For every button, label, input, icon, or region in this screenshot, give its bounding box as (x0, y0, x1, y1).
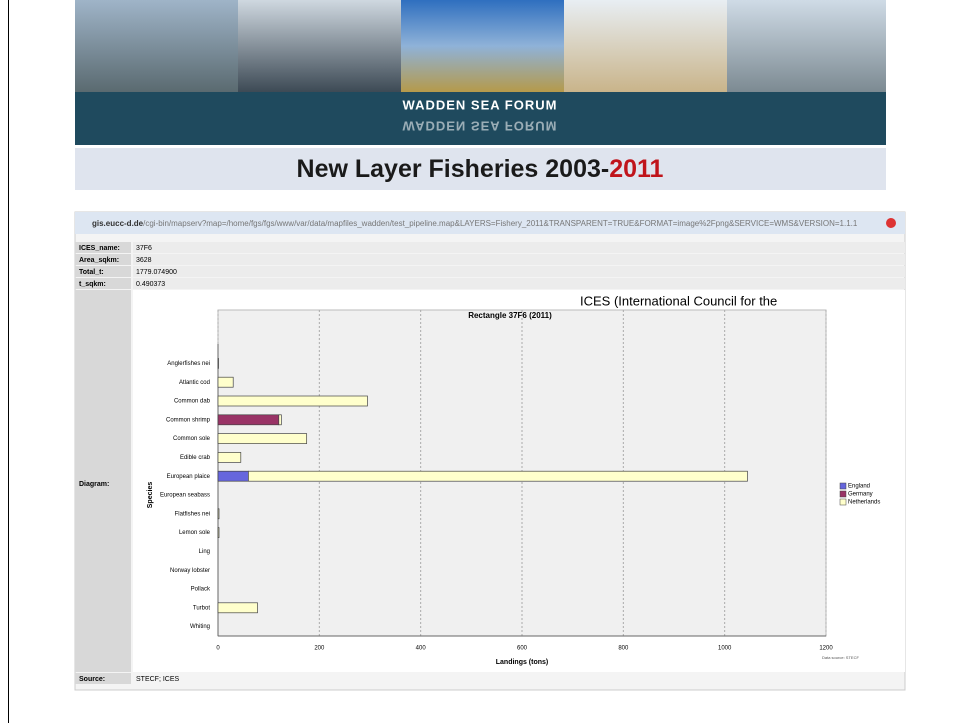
y-tick-label: Common dab (174, 399, 211, 405)
info-label: t_sqkm: (79, 281, 106, 288)
banner-photo (727, 0, 886, 92)
x-tick-label: 1200 (819, 646, 833, 652)
info-label: Area_sqkm: (79, 257, 119, 264)
y-tick-label: Atlantic cod (179, 380, 210, 386)
bar (218, 358, 219, 368)
banner-photo (238, 0, 401, 92)
source-value: STECF; ICES (136, 676, 180, 683)
y-axis-label: Species (147, 482, 154, 509)
slide-title: New Layer Fisheries 2003-2011 (297, 155, 664, 183)
y-tick-label: Pollack (191, 587, 211, 593)
slide-title-text: New Layer Fisheries 2003- (297, 155, 610, 183)
value-cell (133, 242, 905, 253)
y-tick-label: Common sole (173, 436, 211, 442)
y-tick-label: Common shrimp (166, 417, 211, 423)
banner-reflection: WADDEN SEA FORUM (403, 119, 558, 134)
banner-photo (75, 0, 238, 92)
y-tick-label: Lemon sole (179, 530, 211, 536)
info-value: 3628 (136, 257, 152, 264)
info-value: 0.490373 (136, 281, 165, 288)
annotation: ICES (International Council for the (580, 293, 777, 308)
x-tick-label: 200 (314, 646, 325, 652)
y-tick-label: Anglerfishes nei (167, 361, 210, 367)
source-label: Source: (79, 676, 105, 683)
bar (218, 509, 219, 519)
x-tick-label: 600 (517, 646, 528, 652)
legend-label: England (848, 484, 870, 490)
info-label: ICES_name: (79, 245, 120, 252)
stop-icon[interactable] (886, 218, 896, 228)
bar (218, 452, 241, 462)
url-path: /cgi-bin/mapserv?map=/home/fgs/fgs/www/v… (143, 219, 858, 228)
value-cell (133, 266, 905, 277)
banner-photo (401, 0, 564, 92)
x-tick-label: 800 (618, 646, 629, 652)
value-cell (133, 278, 905, 289)
y-tick-label: Whiting (190, 624, 210, 630)
y-tick-label: Ling (199, 549, 210, 555)
source-note: Data source: STECF (822, 655, 859, 660)
slide: WADDEN SEA FORUM WADDEN SEA FORUM New La… (0, 0, 956, 723)
bar (248, 471, 747, 481)
banner-photo (564, 0, 727, 92)
legend-label: Netherlands (848, 500, 880, 506)
info-value: 1779.074900 (136, 269, 177, 276)
x-axis-label: Landings (tons) (496, 659, 549, 666)
bar (218, 528, 219, 538)
chart-title: Rectangle 37F6 (2011) (468, 311, 552, 320)
y-tick-label: European seabass (160, 493, 210, 499)
diagram-label: Diagram: (79, 481, 109, 488)
value-cell (133, 254, 905, 265)
bar (218, 377, 233, 387)
legend-swatch (840, 483, 846, 489)
legend-swatch (840, 491, 846, 497)
info-value: 37F6 (136, 245, 152, 252)
url[interactable]: gis.eucc-d.de/cgi-bin/mapserv?map=/home/… (92, 219, 858, 228)
bar (218, 396, 367, 406)
y-tick-label: Turbot (193, 605, 210, 611)
y-tick-label: European plaice (167, 474, 211, 480)
legend-swatch (840, 499, 846, 505)
bar (218, 471, 248, 481)
url-host: gis.eucc-d.de (92, 219, 144, 228)
y-tick-label: Edible crab (180, 455, 211, 461)
y-tick-label: Norway lobster (170, 568, 210, 574)
bar (218, 434, 307, 444)
bar (279, 415, 282, 425)
bar (218, 603, 258, 613)
x-tick-label: 1000 (718, 646, 732, 652)
info-label: Total_t: (79, 269, 104, 276)
y-tick-label: Flatfishes nei (175, 511, 210, 517)
bar (218, 415, 279, 425)
banner-title: WADDEN SEA FORUM (403, 97, 558, 112)
slide-title-highlight: 2011 (609, 155, 663, 183)
legend-label: Germany (848, 492, 873, 498)
x-tick-label: 400 (416, 646, 427, 652)
